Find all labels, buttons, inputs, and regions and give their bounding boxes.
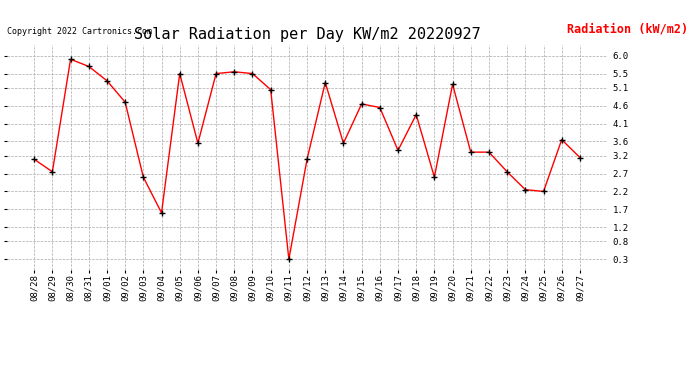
Text: Radiation (kW/m2): Radiation (kW/m2) [567,23,688,36]
Title: Solar Radiation per Day KW/m2 20220927: Solar Radiation per Day KW/m2 20220927 [134,27,480,42]
Text: Copyright 2022 Cartronics.com: Copyright 2022 Cartronics.com [7,27,152,36]
